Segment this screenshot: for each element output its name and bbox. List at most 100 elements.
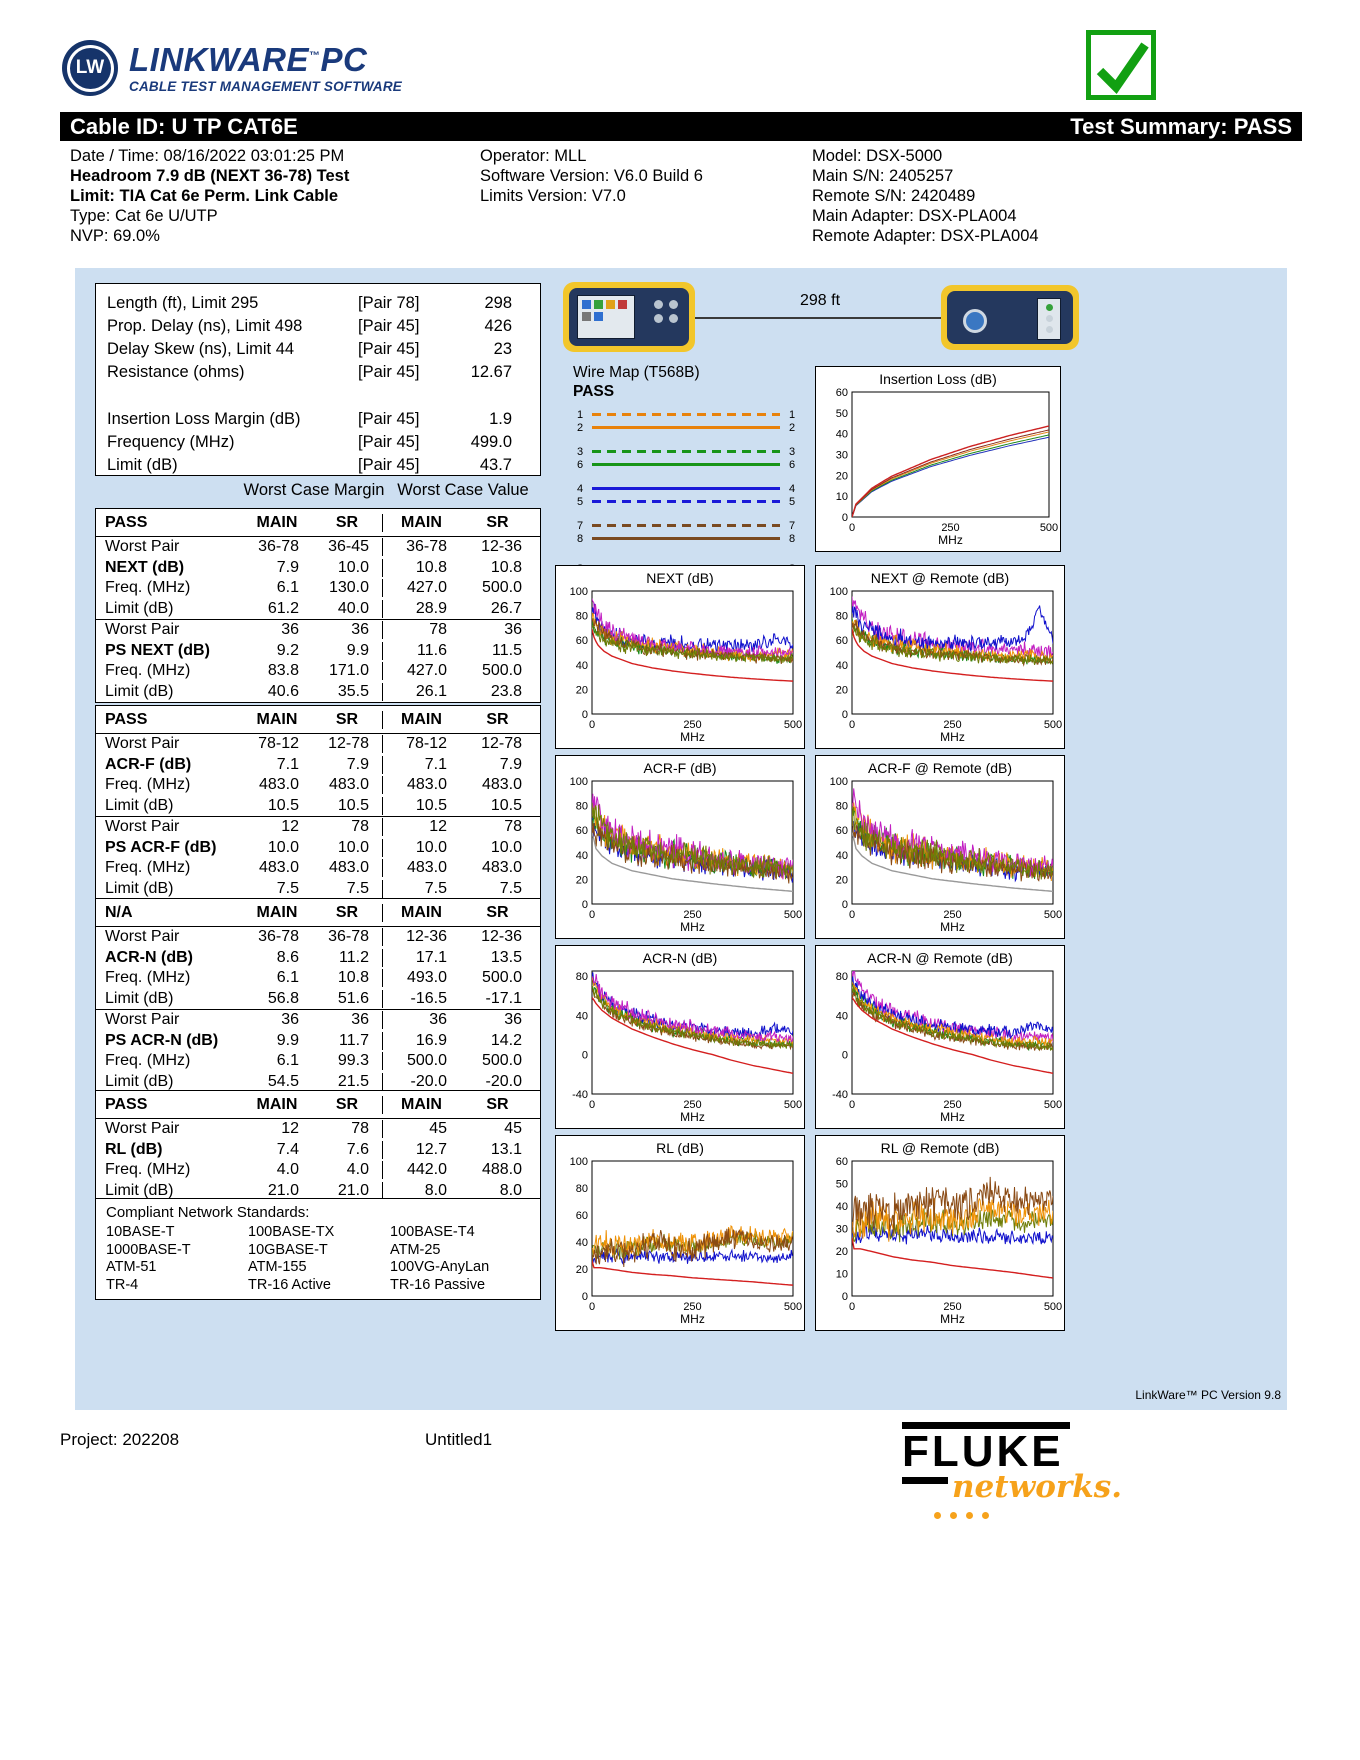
wire-line: [592, 450, 780, 453]
svg-text:Insertion Loss (dB): Insertion Loss (dB): [879, 371, 997, 387]
svg-text:MHz: MHz: [940, 1110, 965, 1124]
metric-value: 21.0: [337, 1181, 369, 1199]
wire-line: [592, 413, 780, 416]
result-row: PS ACR-F (dB) 10.0 10.0 10.0 10.0: [96, 838, 540, 859]
series-45-78: [852, 985, 1053, 1051]
info-col-left: Date / Time: 08/16/2022 03:01:25 PM Headr…: [70, 146, 470, 246]
metric-label: Freq. (MHz): [105, 662, 191, 680]
standard-item: 10GBASE-T: [248, 1241, 328, 1258]
summary-gap: [96, 384, 540, 408]
svg-text:0: 0: [589, 719, 595, 731]
series-45-78: [852, 805, 1053, 880]
summary-label: Delay Skew (ns), Limit 44: [107, 340, 295, 358]
remote-tester-face: [947, 291, 1073, 344]
metric-label: Worst Pair: [105, 928, 180, 946]
metric-value: 6.1: [276, 969, 299, 987]
metric-value: 40.6: [267, 682, 299, 700]
series-Pair 12: [852, 436, 1049, 517]
screen-icon: [594, 300, 603, 309]
info-col-right: Model: DSX-5000 Main S/N: 2405257 Remote S…: [812, 146, 1242, 246]
metric-value: 442.0: [382, 1161, 460, 1180]
metric-value: 7.5: [276, 879, 299, 897]
svg-text:60: 60: [836, 1156, 848, 1168]
metric-value: 36: [504, 1011, 522, 1029]
pin-number: 4: [576, 482, 584, 495]
metric-value: 493.0: [382, 969, 460, 988]
metric-value: 500.0: [382, 1052, 460, 1071]
info-line: Limit: TIA Cat 6e Perm. Link Cable: [70, 187, 339, 205]
svg-text:MHz: MHz: [940, 1312, 965, 1326]
result-row: Worst Pair 78-12 12-78 78-12 12-78: [96, 734, 540, 755]
chart-svg: RL (dB) 0 20 40 60 80 100 0 250 500 MHz: [570, 1140, 803, 1326]
svg-text:80: 80: [576, 971, 588, 983]
summary-label: Frequency (MHz): [107, 433, 235, 451]
result-row: Freq. (MHz) 483.0 483.0 483.0 483.0: [96, 858, 540, 879]
info-line: Headroom 7.9 dB (NEXT 36-78) Test: [70, 167, 350, 185]
result-row: Worst Pair 12 78 45 45: [96, 1119, 540, 1140]
metric-label: ACR-N (dB): [105, 948, 193, 966]
column-header: SR: [486, 513, 509, 531]
svg-text:40: 40: [836, 1010, 848, 1022]
standard-item: TR-16 Active: [248, 1276, 331, 1293]
metric-value: 483.0: [382, 776, 460, 795]
main-tester-face: [569, 288, 689, 346]
metric-value: 78-12: [258, 735, 299, 753]
svg-text:0: 0: [842, 512, 848, 524]
series-45-78: [852, 625, 1053, 666]
screen-icon: [582, 312, 591, 321]
metric-value: -20.0: [382, 1072, 460, 1091]
result-section: Worst Pair 36 36 36 36 PS ACR-N (dB) 9.9 11.7 16…: [96, 1009, 540, 1092]
series-Limit: [592, 1260, 793, 1286]
standard-item: 1000BASE-T: [106, 1241, 191, 1258]
standard-item: 100BASE-T4: [390, 1224, 475, 1240]
summary-value: 23: [493, 340, 512, 358]
metric-value: 35.5: [337, 682, 369, 700]
svg-text:0: 0: [589, 1301, 595, 1313]
metric-value: 26.7: [490, 599, 522, 617]
worst-case-value-header: Worst Case Value: [397, 481, 529, 499]
metric-value: 12-36: [481, 538, 522, 556]
summary-pair: [Pair 78]: [358, 294, 420, 312]
metric-label: Freq. (MHz): [105, 776, 191, 794]
svg-text:0: 0: [842, 1291, 848, 1303]
metric-label: Worst Pair: [105, 538, 180, 556]
series-78: [852, 1176, 1053, 1237]
status-label: N/A: [105, 903, 133, 921]
wire-line: [592, 537, 780, 540]
column-header: MAIN: [382, 1095, 460, 1114]
svg-text:MHz: MHz: [680, 920, 705, 934]
svg-text:100: 100: [830, 586, 848, 598]
metric-value: 12-36: [481, 928, 522, 946]
metric-value: 10.8: [382, 558, 460, 577]
svg-text:MHz: MHz: [680, 730, 705, 744]
metric-value: 10.5: [490, 796, 522, 814]
metric-label: Limit (dB): [105, 1181, 174, 1199]
svg-text:250: 250: [683, 909, 701, 921]
column-header: SR: [335, 903, 359, 921]
info-line: Main Adapter: DSX-PLA004: [812, 207, 1017, 225]
summary-value: 499.0: [470, 433, 512, 451]
svg-text:0: 0: [842, 709, 848, 721]
chart-svg: ACR-F @ Remote (dB) 0 20 40 60 80 100 0 250 500 MH…: [830, 760, 1063, 934]
chart-rl-remote: RL @ Remote (dB) 0 10 20 30 40 50 60 0 250 500 MHz: [815, 1135, 1065, 1331]
summary-value: 12.67: [470, 363, 512, 381]
pin-number: 5: [788, 495, 796, 508]
metric-value: 78-12: [382, 735, 460, 754]
chart-acrf-remote: ACR-F @ Remote (dB) 0 20 40 60 80 100 0 250 500 MH…: [815, 755, 1065, 939]
metric-label: Worst Pair: [105, 818, 180, 836]
metric-label: Worst Pair: [105, 621, 180, 639]
metric-value: 10.0: [490, 838, 522, 856]
metric-value: 8.0: [499, 1181, 522, 1199]
series-Pair 78: [852, 429, 1049, 517]
metric-value: 483.0: [481, 859, 522, 877]
wire-line: [592, 487, 780, 490]
series-Pair 36: [852, 434, 1049, 517]
standard-item: 10BASE-T: [106, 1224, 175, 1240]
svg-text:500: 500: [1044, 1301, 1062, 1313]
metric-value: 78: [504, 818, 522, 836]
metric-label: Worst Pair: [105, 1011, 180, 1029]
linkware-badge-ring: LW: [66, 44, 114, 92]
svg-text:500: 500: [784, 909, 802, 921]
svg-text:0: 0: [842, 899, 848, 911]
